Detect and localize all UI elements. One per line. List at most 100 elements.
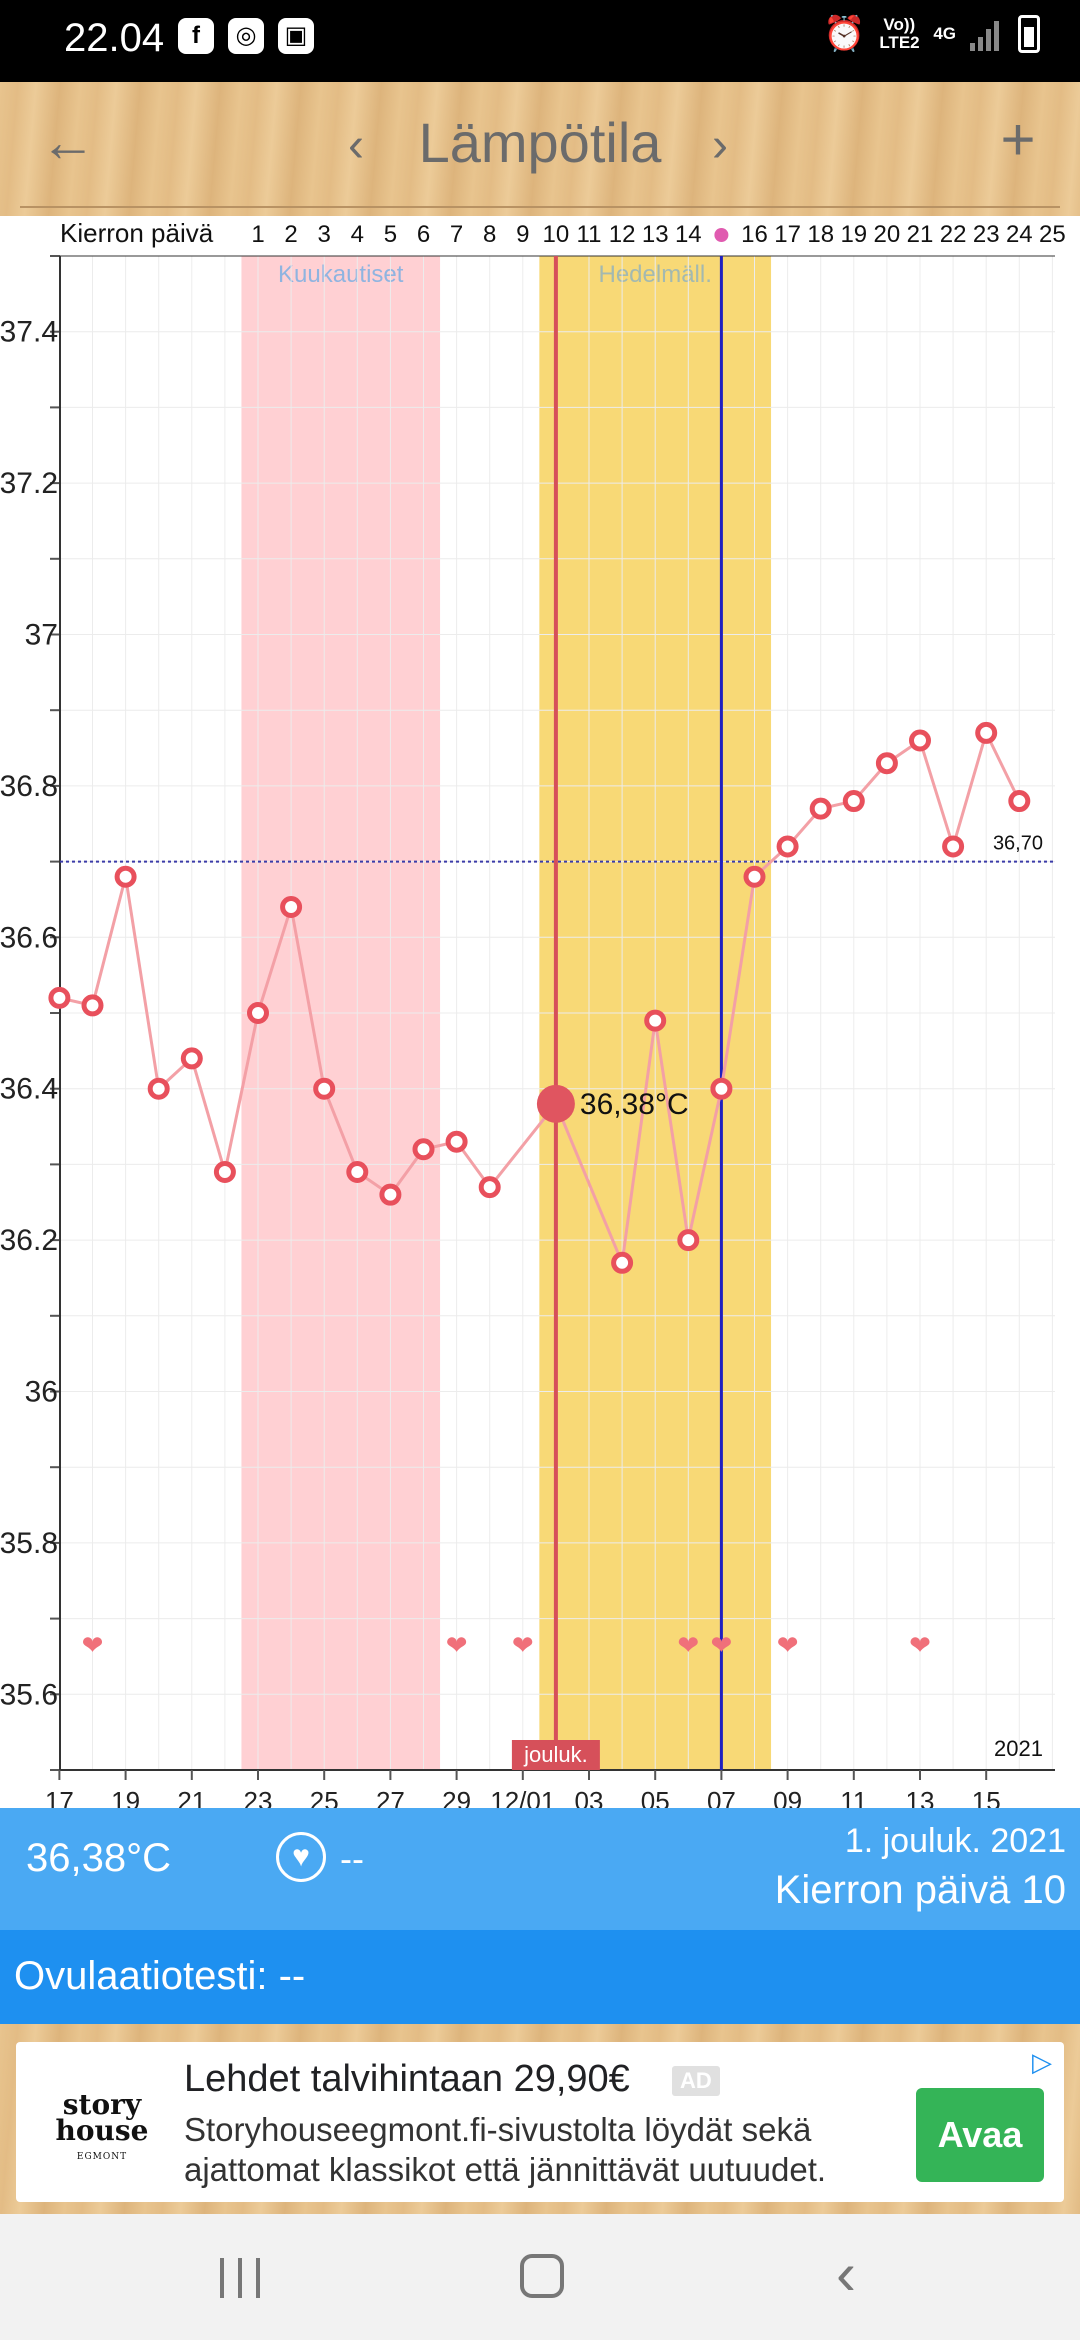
facebook-icon: f [178,18,214,54]
x-tick-label: 11 [840,1786,867,1808]
app-icon: ▣ [278,18,314,54]
x-tick-label: 29 [442,1786,471,1808]
temperature-point [710,1077,733,1100]
ovulation-marker-icon [714,228,729,242]
cycle-day-label: 17 [774,221,801,248]
back-icon[interactable]: ‹ [836,2240,856,2307]
info-panel: 36,38°C ♥ -- 1. jouluk. 2021 Kierron päi… [0,1808,1080,1930]
recent-apps-icon[interactable] [220,2258,260,2298]
chevron-left-icon[interactable]: ‹ [348,119,364,172]
x-tick-label: 19 [111,1786,140,1808]
arrow-left-icon[interactable]: ← [40,110,96,173]
heart-icon: ❤ [512,1631,534,1661]
x-tick-label: 21 [177,1786,206,1808]
temperature-point [809,797,832,820]
alarm-icon: ⏰ [822,15,866,53]
cycle-day-label: 12 [609,221,636,248]
cycle-day-label: 4 [351,221,364,248]
temperature-point [942,835,965,858]
x-tick-label: 25 [310,1786,339,1808]
cycle-day-label: 25 [1039,221,1066,248]
x-tick-label: 03 [575,1786,604,1808]
ad-choices-icon[interactable]: ▷ [1032,2047,1052,2077]
advertiser-logo: story house EGMONT [42,2088,162,2163]
ad-title[interactable]: Lehdet talvihintaan 29,90€ [184,2058,630,2100]
volte-icon: Vo)) LTE2 [879,15,920,52]
y-tick-label: 37.4 [0,316,58,349]
system-nav-bar: ‹ [0,2214,1080,2340]
signal-icon [970,17,1004,51]
cycle-day-label: 14 [675,221,702,248]
y-tick-label: 36 [25,1376,58,1409]
temperature-point [743,865,766,888]
y-tick-label: 36.4 [0,1073,58,1106]
plus-icon[interactable]: + [1000,106,1036,173]
x-tick-label: 27 [376,1786,405,1808]
x-tick-label: 23 [244,1786,273,1808]
selected-date: 1. jouluk. 2021 [844,1822,1066,1860]
y-tick-label: 36.6 [0,921,58,954]
temperature-point [842,790,865,813]
cycle-day-label: 19 [840,221,867,248]
y-tick-label: 36.8 [0,770,58,803]
heart-icon[interactable]: ♥ [276,1832,326,1882]
selected-temperature-point [536,1084,575,1123]
notification-icons: f ◎ ▣ [178,18,314,54]
cycle-day-label: 23 [973,221,1000,248]
y-tick-label: 37 [25,619,58,652]
system-icons: ⏰ Vo)) LTE2 4G [823,14,1040,54]
month-label-bg [511,1740,600,1770]
temperature-point [180,1047,203,1070]
x-tick-label: 17 [45,1786,74,1808]
period-label: Kuukautiset [278,261,404,288]
ad-open-button[interactable]: Avaa [916,2088,1044,2182]
temperature-point [445,1130,468,1153]
cycle-day-label: 6 [417,221,430,248]
logo-line-1: story [62,2088,142,2121]
status-bar: 22.04 f ◎ ▣ ⏰ Vo)) LTE2 4G [0,0,1080,82]
cycle-day-label: 16 [741,221,768,248]
temperature-point [909,729,931,752]
y-tick-label: 36.2 [0,1224,58,1257]
home-icon[interactable] [520,2254,564,2298]
temperature-point [1008,790,1031,813]
x-tick-label: 15 [972,1786,1001,1808]
x-tick-label: 05 [641,1786,670,1808]
network-4g-icon: 4G [933,24,956,43]
heart-icon: ❤ [909,1631,931,1661]
temperature-point [379,1183,402,1206]
heart-icon: ❤ [677,1631,699,1661]
temperature-point [114,865,137,888]
chart-svg[interactable]: Kuukautiset Hedelmäll.37.437.23736.836.63… [0,216,1080,1808]
temperature-point [412,1138,435,1161]
ovulation-test-text: Ovulaatiotesti: -- [14,1954,306,1998]
temperature-point [776,835,799,858]
temperature-point [313,1077,336,1100]
cycle-day-label: 18 [807,221,834,248]
cycle-day-label: 24 [1006,221,1033,248]
coverline-label: 36,70 [993,833,1043,855]
ovulation-test-panel[interactable]: Ovulaatiotesti: -- [0,1930,1080,2024]
logo-line-2: house [55,2114,149,2147]
temperature-chart[interactable]: Kuukautiset Hedelmäll. 37.4 37.2 37 36.8 36.6 3… [0,216,1080,1808]
selected-temperature-label: 36,38°C [580,1088,689,1121]
status-time: 22.04 [64,16,165,60]
heart-icon: ❤ [777,1631,799,1661]
x-tick-label: 12/01 [490,1786,555,1808]
temperature-point [611,1251,634,1274]
selected-cycle-day: Kierron päivä 10 [774,1868,1066,1912]
chevron-right-icon[interactable]: › [712,119,728,172]
cycle-day-label: 21 [907,221,934,248]
temperature-point [677,1229,700,1252]
page-title: Lämpötila [418,111,662,174]
cycle-day-label: 13 [642,221,669,248]
heart-icon: ❤ [711,1631,733,1661]
cycle-day-label: 9 [516,221,529,248]
app-bar: ← ‹ Lämpötila › + [0,82,1080,216]
temperature-point [346,1160,369,1183]
ad-banner: story house EGMONT Lehdet talvihintaan 2… [0,2024,1080,2214]
cycle-day-axis-title: Kierron päivä [60,218,214,248]
heart-icon: ❤ [82,1631,104,1661]
ad-card[interactable]: story house EGMONT Lehdet talvihintaan 2… [16,2042,1064,2202]
month-label: jouluk. [523,1742,588,1767]
